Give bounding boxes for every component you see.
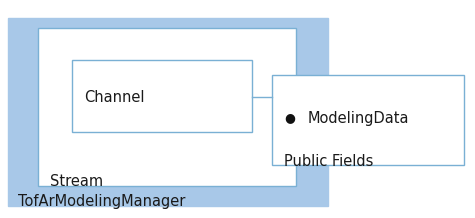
- Text: ●: ●: [284, 111, 295, 124]
- Text: TofArModelingManager: TofArModelingManager: [18, 194, 185, 209]
- Text: Channel: Channel: [84, 90, 144, 104]
- Bar: [272, 75, 464, 165]
- Text: Public Fields: Public Fields: [284, 154, 373, 169]
- Text: ModelingData: ModelingData: [308, 111, 409, 126]
- Bar: [8, 18, 328, 206]
- Bar: [72, 60, 252, 132]
- Bar: [38, 28, 296, 186]
- Text: Stream: Stream: [50, 174, 103, 189]
